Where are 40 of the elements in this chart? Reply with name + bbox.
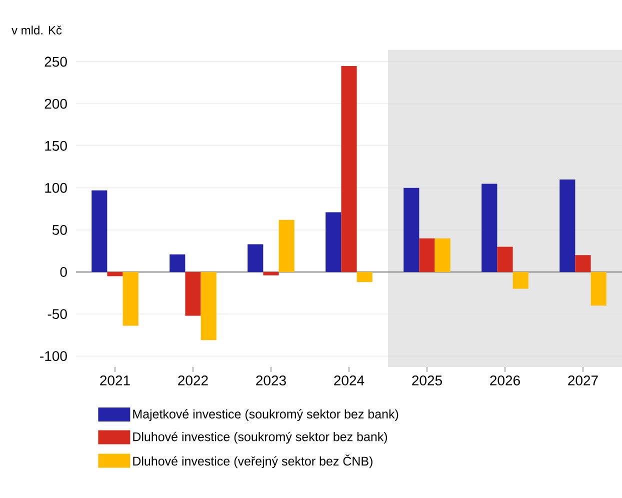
bar xyxy=(278,220,294,272)
y-tick-label: -50 xyxy=(48,309,67,319)
bar xyxy=(560,179,576,272)
y-tick-label: 50 xyxy=(52,224,67,235)
bar xyxy=(419,238,435,272)
x-tick-label: 2023 xyxy=(256,376,286,386)
y-tick-label: -100 xyxy=(40,351,67,362)
x-tick-label: 2024 xyxy=(334,376,364,386)
bar xyxy=(107,272,123,276)
bar xyxy=(356,272,372,282)
y-tick-label: 100 xyxy=(45,182,67,193)
bar xyxy=(170,254,186,272)
legend-label: Dluhové investice (veřejný sektor bez ČNB) xyxy=(133,454,372,468)
bar xyxy=(248,244,264,272)
bar xyxy=(263,272,279,276)
legend-label: Dluhové investice (soukromý sektor bez bank) xyxy=(133,432,388,444)
y-tick-label: 150 xyxy=(45,140,67,151)
x-tick-label: 2025 xyxy=(412,376,442,386)
bar xyxy=(326,212,342,272)
y-tick-label: 250 xyxy=(44,56,67,67)
x-tick-label: 2022 xyxy=(178,376,208,386)
bar xyxy=(185,272,201,316)
y-axis-title: v mld. Kč xyxy=(12,26,62,34)
bar xyxy=(590,272,606,306)
bar xyxy=(92,190,108,272)
legend-label: Majetkové investice (soukromý sektor bez bank) xyxy=(133,409,398,421)
bar xyxy=(200,272,216,340)
x-tick-label: 2026 xyxy=(490,376,520,386)
bar xyxy=(404,188,420,272)
y-tick-label: 200 xyxy=(44,98,67,109)
bar xyxy=(122,272,138,326)
bar xyxy=(497,246,513,272)
x-tick-label: 2027 xyxy=(568,376,598,386)
bar xyxy=(575,255,591,272)
bar xyxy=(512,272,528,289)
bar xyxy=(434,238,450,272)
bar xyxy=(482,184,498,272)
y-tick-label: 0 xyxy=(60,267,67,277)
bar xyxy=(341,66,357,272)
x-tick-label: 2021 xyxy=(100,376,130,386)
